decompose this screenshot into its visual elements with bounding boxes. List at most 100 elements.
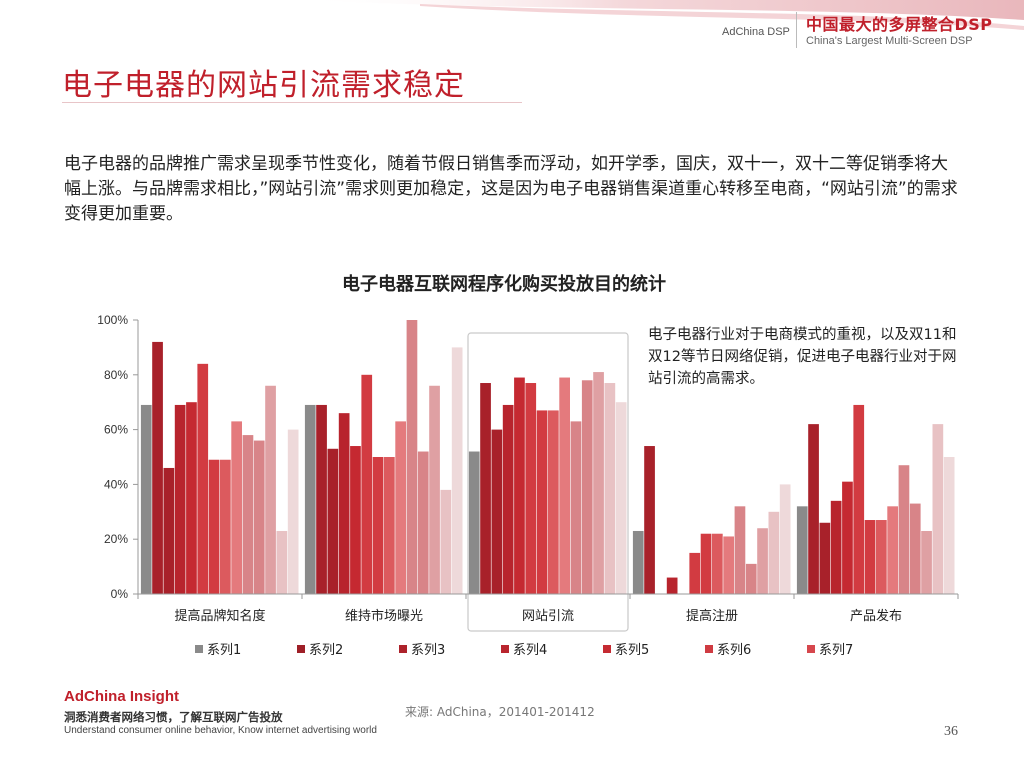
bar: [615, 402, 627, 594]
bar: [876, 520, 887, 594]
bar: [502, 404, 514, 594]
bar: [632, 530, 644, 594]
bar: [864, 520, 876, 594]
intro-paragraph: 电子电器的品牌推广需求呈现季节性变化，随着节假日销售季而浮动，如开学季，国庆，双…: [64, 154, 958, 224]
bar: [819, 522, 831, 594]
legend-swatch: [297, 645, 305, 653]
bar: [208, 459, 220, 594]
x-tick-label: 提高注册: [686, 608, 738, 624]
bar-chart: 0% 20% 40% 60% 80% 100% 提高品牌知名度 维持市场曝光 网站引流 提高注册 产…: [97, 313, 959, 658]
brand-tagline-en: China's Largest Multi-Screen DSP: [806, 35, 973, 47]
bar: [253, 440, 265, 594]
bar: [796, 506, 808, 594]
y-tick-label: 40%: [104, 477, 128, 491]
y-tick-label: 20%: [104, 532, 128, 546]
legend-swatch: [705, 645, 713, 653]
bar: [186, 402, 197, 594]
bar: [768, 511, 780, 594]
bar: [570, 421, 582, 594]
bar: [700, 533, 712, 594]
y-tick-label: 100%: [97, 313, 128, 327]
x-tick-label: 维持市场曝光: [345, 608, 423, 624]
legend-swatch: [603, 645, 611, 653]
legend-label: 系列3: [411, 643, 445, 658]
bar: [304, 404, 316, 594]
bar: [525, 383, 537, 594]
bar: [842, 481, 853, 594]
bar: [943, 457, 955, 594]
bar: [909, 503, 921, 594]
bar: [384, 457, 395, 594]
chart-annotation: 电子电器行业对于电商模式的重视，以及双11和双12等节日网络促销，促进电子电器行…: [648, 324, 958, 390]
bar: [417, 451, 429, 594]
chart-title: 电子电器互联网程序化购买投放目的统计: [342, 274, 666, 295]
bar: [350, 446, 361, 594]
bar: [514, 377, 525, 594]
bar: [581, 380, 593, 594]
bar: [830, 500, 842, 594]
bar: [644, 446, 655, 594]
legend-label: 系列4: [513, 643, 547, 658]
bar: [808, 424, 819, 594]
y-tick-label: 60%: [104, 423, 128, 437]
y-tick-label: 80%: [104, 368, 128, 382]
footer-tagline-en: Understand consumer online behavior, Kno…: [64, 725, 377, 736]
bar: [152, 341, 163, 594]
bar: [779, 484, 791, 594]
bar: [316, 404, 327, 594]
brand-divider: [796, 12, 797, 48]
page-number: 36: [944, 724, 958, 739]
bar: [559, 377, 570, 594]
source-note: 来源: AdChina，201401-201412: [405, 705, 595, 719]
x-tick-label: 提高品牌知名度: [174, 608, 265, 624]
bar: [406, 320, 418, 594]
legend-label: 系列6: [717, 643, 751, 658]
bar: [429, 385, 440, 594]
bar: [491, 429, 503, 594]
bar: [887, 506, 898, 594]
bar: [287, 429, 299, 594]
bar: [548, 410, 559, 594]
bar: [468, 451, 480, 594]
bar: [395, 421, 406, 594]
bar: [174, 404, 186, 594]
title-underline: [62, 102, 522, 103]
bar: [197, 363, 209, 594]
legend-label: 系列1: [207, 643, 241, 658]
brand-tagline-cn: 中国最大的多屏整合DSP: [806, 15, 993, 34]
bar: [757, 528, 768, 594]
bar: [372, 457, 384, 594]
legend-swatch: [807, 645, 815, 653]
bar: [536, 410, 548, 594]
bar: [898, 465, 910, 594]
bar: [723, 536, 734, 594]
bar: [220, 459, 231, 594]
legend-label: 系列5: [615, 643, 649, 658]
legend-label: 系列2: [309, 643, 343, 658]
bar: [593, 372, 604, 594]
bar: [853, 404, 865, 594]
bar: [327, 448, 339, 594]
brand-small-label: AdChina DSP: [722, 26, 790, 38]
bar: [604, 383, 616, 594]
bar: [666, 577, 678, 594]
legend-label: 系列7: [819, 643, 853, 658]
legend-swatch: [399, 645, 407, 653]
bar: [361, 374, 373, 594]
bar: [932, 424, 944, 594]
bar: [265, 385, 276, 594]
footer-tagline-cn: 洞悉消费者网络习惯，了解互联网广告投放: [64, 710, 283, 724]
bar: [276, 530, 288, 594]
bar: [451, 347, 463, 594]
bar: [163, 467, 175, 594]
bar: [921, 530, 932, 594]
bar: [231, 421, 242, 594]
bar: [440, 489, 452, 594]
bar: [242, 435, 254, 594]
bar: [140, 404, 152, 594]
bar: [689, 552, 701, 594]
legend-swatch: [195, 645, 203, 653]
bar: [480, 383, 491, 594]
legend-swatch: [501, 645, 509, 653]
header-swoosh: [300, 0, 1024, 30]
